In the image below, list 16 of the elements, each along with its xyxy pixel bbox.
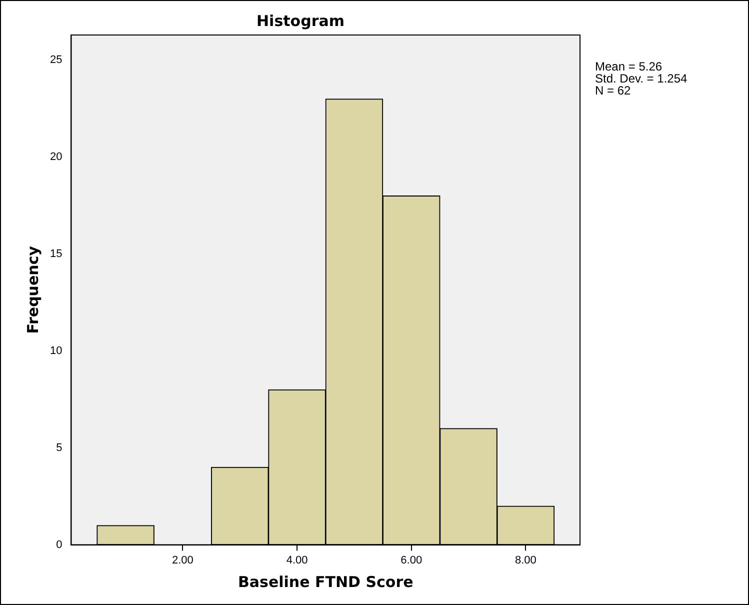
- y-tick-label: 0: [56, 538, 62, 551]
- y-tick-label: 20: [50, 151, 62, 164]
- x-tick-label: 2.00: [172, 554, 194, 566]
- y-tick-label: 15: [50, 248, 62, 260]
- y-tick-label: 10: [50, 344, 62, 357]
- text: N = 62: [595, 83, 632, 98]
- text: Std. Dev. = 1.254: [595, 71, 688, 86]
- y-tick-label: 25: [50, 54, 62, 66]
- chart-title: Histogram: [256, 12, 344, 30]
- x-axis-title: Baseline FTND Score: [238, 572, 414, 591]
- y-axis-title: Frequency: [24, 246, 42, 334]
- y-tick-label: 5: [56, 442, 62, 454]
- x-tick-label: 6.00: [400, 554, 422, 566]
- x-tick-label: 8.00: [514, 554, 536, 566]
- text: Mean = 5.26: [595, 59, 662, 74]
- x-tick-label: 4.00: [286, 554, 308, 566]
